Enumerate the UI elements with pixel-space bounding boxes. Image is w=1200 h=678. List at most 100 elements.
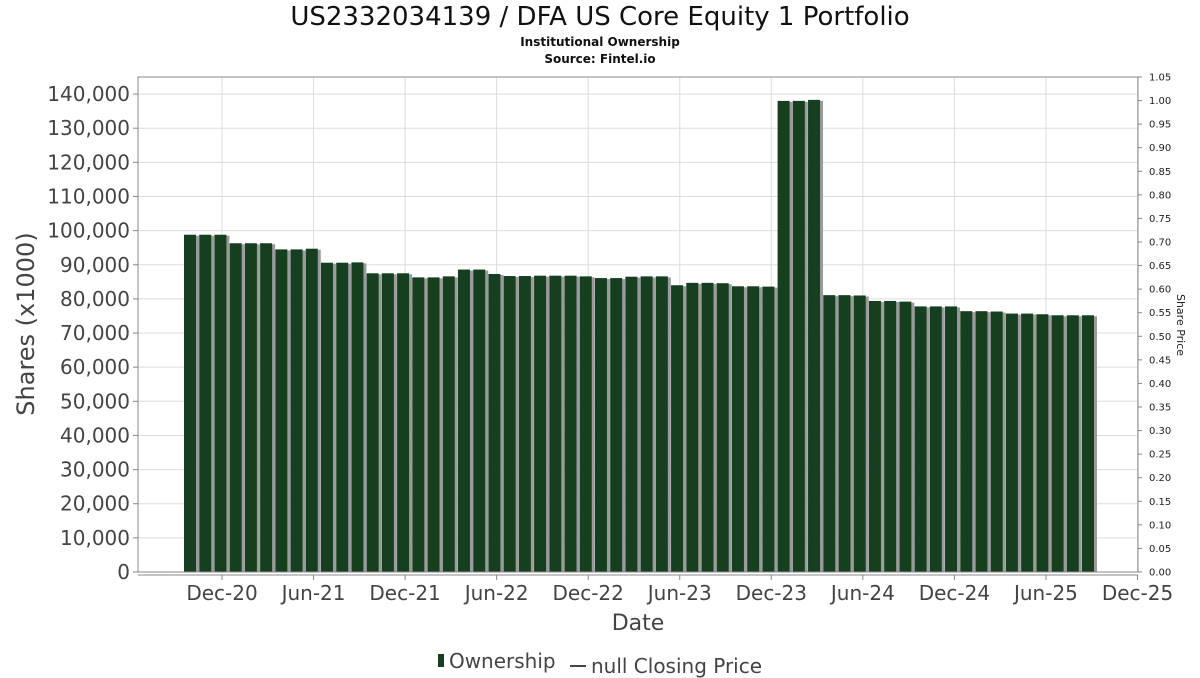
ownership-bar bbox=[990, 311, 1003, 572]
x-tick-label: Dec-20 bbox=[186, 581, 257, 605]
ownership-bar bbox=[518, 276, 531, 572]
y-tick-label: 130,000 bbox=[47, 116, 130, 140]
y2-tick-label: 0.50 bbox=[1149, 332, 1171, 343]
y2-axis-label: Share Price bbox=[1174, 294, 1187, 356]
y-tick-label: 0 bbox=[117, 560, 130, 584]
y2-axis-ticks: 0.00 0.05 0.10 0.15 0.20 0.25 0.30 0.35 0.40 0.45… bbox=[1138, 73, 1171, 579]
legend-item-ownership: Ownership bbox=[437, 648, 556, 673]
y2-tick-label: 0.05 bbox=[1149, 544, 1171, 555]
ownership-bar bbox=[762, 286, 775, 572]
y2-tick-label: 0.60 bbox=[1149, 285, 1171, 296]
ownership-bar bbox=[427, 277, 440, 572]
y-tick-label: 30,000 bbox=[60, 458, 130, 482]
bar-swatch-icon bbox=[437, 654, 444, 667]
y2-tick-label: 0.35 bbox=[1149, 403, 1171, 414]
y2-tick-label: 0.45 bbox=[1149, 355, 1171, 366]
y-axis-ticks: 0 10,000 20,000 30,000 40,000 50,000 60,000 70,… bbox=[47, 82, 138, 584]
y2-tick-label: 0.95 bbox=[1149, 120, 1171, 131]
ownership-bar bbox=[686, 282, 699, 572]
y-tick-label: 110,000 bbox=[47, 184, 130, 208]
ownership-bar bbox=[457, 269, 470, 572]
y2-tick-label: 0.20 bbox=[1149, 473, 1171, 484]
y2-tick-label: 0.30 bbox=[1149, 426, 1171, 437]
ownership-bar bbox=[868, 300, 881, 572]
ownership-bar bbox=[1021, 313, 1034, 572]
legend-item-closing-price: null Closing Price bbox=[566, 654, 762, 678]
y2-tick-label: 0.75 bbox=[1149, 214, 1171, 225]
x-tick-label: Dec-23 bbox=[736, 581, 807, 605]
legend-label-closing-price: null Closing Price bbox=[590, 654, 763, 678]
ownership-bar bbox=[884, 300, 897, 572]
ownership-bar bbox=[975, 311, 988, 572]
ownership-bar bbox=[1082, 315, 1094, 572]
ownership-bar bbox=[503, 276, 516, 572]
chart-title: US2332034139 / DFA US Core Equity 1 Port… bbox=[290, 2, 910, 32]
y2-tick-label: 0.10 bbox=[1149, 520, 1171, 531]
ownership-bar bbox=[716, 283, 729, 572]
ownership-bar bbox=[929, 306, 942, 572]
ownership-bar bbox=[579, 276, 592, 572]
ownership-bar bbox=[473, 269, 486, 572]
ownership-bar bbox=[838, 295, 851, 572]
ownership-bar bbox=[381, 273, 394, 572]
y-tick-label: 10,000 bbox=[60, 526, 130, 550]
ownership-bar bbox=[564, 275, 577, 572]
ownership-bar bbox=[305, 248, 318, 572]
ownership-bar bbox=[199, 234, 212, 573]
ownership-bar bbox=[853, 295, 866, 572]
y2-tick-label: 0.65 bbox=[1149, 261, 1171, 272]
ownership-bar bbox=[336, 262, 349, 572]
y-tick-label: 40,000 bbox=[60, 423, 130, 447]
y2-tick-label: 0.70 bbox=[1149, 238, 1171, 249]
ownership-bar bbox=[945, 306, 958, 572]
ownership-bar bbox=[549, 275, 562, 572]
ownership-bar bbox=[899, 301, 912, 572]
chart-legend: Ownership null Closing Price bbox=[0, 648, 1200, 678]
ownership-bar bbox=[792, 100, 805, 573]
ownership-bar bbox=[275, 249, 288, 572]
ownership-bar bbox=[1005, 313, 1018, 572]
x-tick-label: Dec-21 bbox=[369, 581, 440, 605]
ownership-bar bbox=[1051, 315, 1064, 572]
y-tick-label: 120,000 bbox=[47, 150, 130, 174]
x-tick-label: Dec-22 bbox=[553, 581, 624, 605]
y-tick-label: 80,000 bbox=[60, 287, 130, 311]
x-tick-label: Dec-24 bbox=[919, 581, 990, 605]
y2-tick-label: 0.85 bbox=[1149, 167, 1171, 178]
ownership-bar bbox=[534, 275, 547, 572]
y2-tick-label: 0.40 bbox=[1149, 379, 1171, 390]
y-tick-label: 60,000 bbox=[60, 355, 130, 379]
ownership-bar bbox=[594, 278, 607, 572]
x-axis-label: Date bbox=[612, 611, 665, 636]
ownership-bar bbox=[229, 243, 242, 573]
ownership-bar bbox=[747, 286, 760, 572]
ownership-bar bbox=[260, 243, 273, 573]
y-tick-label: 90,000 bbox=[60, 253, 130, 277]
ownership-bar bbox=[731, 286, 744, 572]
ownership-bar bbox=[701, 282, 714, 572]
y2-tick-label: 0.80 bbox=[1149, 190, 1171, 201]
y-tick-label: 100,000 bbox=[47, 219, 130, 243]
legend-label-ownership: Ownership bbox=[448, 648, 556, 673]
ownership-bar bbox=[244, 243, 257, 573]
ownership-bar bbox=[625, 276, 638, 572]
y-tick-label: 140,000 bbox=[47, 82, 130, 106]
ownership-bar bbox=[914, 306, 927, 572]
x-tick-label: Jun-21 bbox=[280, 581, 346, 605]
ownership-bar bbox=[1036, 314, 1049, 572]
y2-tick-label: 0.55 bbox=[1149, 308, 1171, 319]
x-tick-label: Jun-22 bbox=[463, 581, 529, 605]
ownership-bar bbox=[823, 295, 836, 572]
y2-tick-label: 0.00 bbox=[1149, 568, 1171, 579]
ownership-bar bbox=[397, 273, 410, 572]
y2-tick-label: 0.25 bbox=[1149, 450, 1171, 461]
bars-group bbox=[184, 99, 1097, 573]
y-axis-label: Shares (x1000) bbox=[12, 232, 40, 415]
ownership-bar bbox=[808, 99, 821, 573]
y2-tick-label: 1.00 bbox=[1149, 96, 1171, 107]
line-swatch-icon bbox=[569, 665, 586, 667]
x-tick-label: Jun-23 bbox=[646, 581, 712, 605]
ownership-bar bbox=[366, 273, 379, 572]
ownership-bar bbox=[671, 285, 684, 572]
y-tick-label: 70,000 bbox=[60, 321, 130, 345]
